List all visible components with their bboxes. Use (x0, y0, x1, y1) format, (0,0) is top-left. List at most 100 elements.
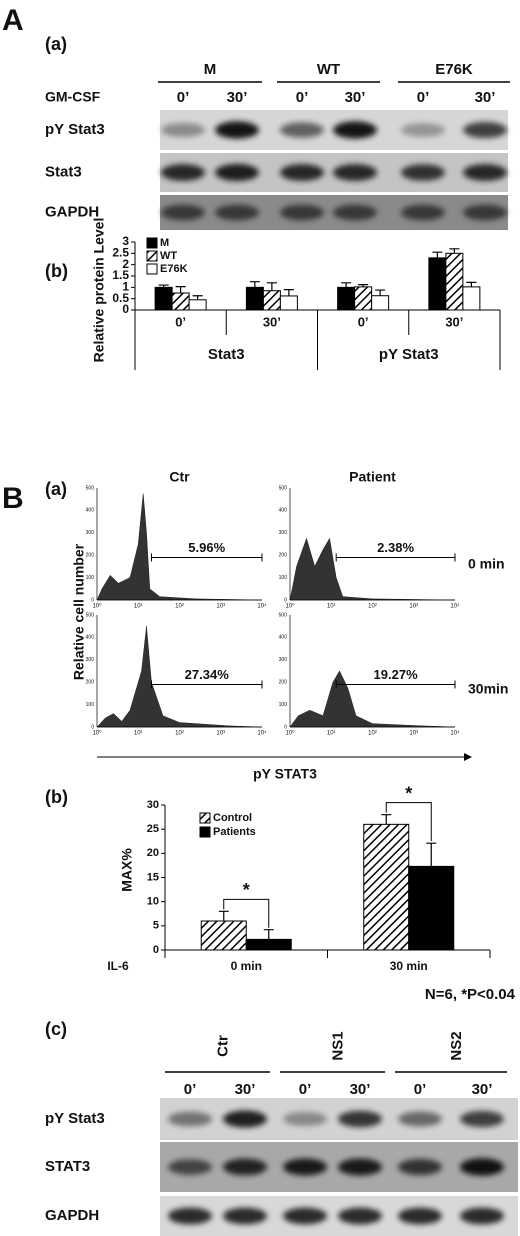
group-label: Stat3 (208, 346, 245, 363)
error-bar (432, 251, 443, 258)
bar (245, 938, 292, 951)
bar (408, 865, 455, 951)
column-title: Ctr (169, 469, 190, 485)
bar (279, 295, 298, 311)
error-bar (263, 929, 274, 940)
bar (245, 286, 264, 311)
blot-band (401, 164, 445, 181)
x-axis-label: pY STAT3 (253, 766, 317, 782)
lane-group: NS2 (448, 1031, 465, 1060)
time-label: 30’ (227, 89, 248, 106)
row-label: GAPDH (45, 203, 99, 220)
flow-y-tick: 400 (279, 635, 288, 641)
y-tick-label: 0.5 (112, 291, 129, 305)
blot-band (338, 1207, 382, 1225)
blot-band (223, 1110, 267, 1128)
group-label: pY Stat3 (379, 346, 439, 363)
panel-label: (b) (45, 261, 68, 281)
error-bar (158, 284, 169, 288)
y-tick-label: 15 (147, 871, 159, 883)
blot-band (161, 164, 205, 181)
y-tick-label: 2 (122, 257, 129, 271)
flow-y-tick: 100 (86, 702, 95, 708)
time-label: 30’ (472, 1081, 493, 1098)
bar (445, 252, 464, 311)
blot-band (283, 1207, 327, 1225)
legend-swatch (199, 812, 211, 824)
y-axis-label: Relative protein Level (91, 218, 107, 363)
row-title: 0 min (468, 556, 505, 572)
error-bar (218, 910, 229, 921)
gate-percent: 27.34% (185, 667, 230, 682)
error-bar (449, 248, 460, 254)
legend-swatch (146, 263, 158, 275)
flow-y-tick: 0 (284, 597, 287, 603)
histogram (96, 493, 263, 601)
time-label: 0’ (184, 1081, 197, 1098)
significance-bracket (385, 802, 432, 842)
y-tick-label: 1 (122, 280, 129, 294)
flow-x-tick: 10¹ (327, 604, 336, 610)
y-axis-label: Relative cell number (71, 543, 87, 680)
histogram (289, 537, 456, 601)
blot-band (161, 122, 205, 138)
time-label: 30’ (235, 1081, 256, 1098)
blot-band (398, 1207, 442, 1225)
legend-swatch (146, 237, 158, 249)
flow-y-tick: 500 (279, 485, 288, 491)
blot-band (168, 1159, 212, 1175)
significance-star: * (243, 880, 250, 900)
time-label: 30’ (350, 1081, 371, 1098)
bar (428, 257, 447, 311)
x-tick-label: 30’ (445, 314, 463, 329)
histogram (96, 626, 263, 728)
flow-x-tick: 10² (368, 604, 377, 610)
x-tick-label: 0’ (175, 314, 186, 329)
flow-x-tick: 10¹ (134, 731, 143, 737)
flow-x-tick: 10⁰ (285, 730, 295, 737)
treatment-label: GM-CSF (45, 89, 101, 105)
time-label: 0’ (417, 89, 430, 106)
flow-y-tick: 0 (91, 597, 94, 603)
bar (154, 286, 173, 311)
error-bar (426, 842, 437, 867)
note: N=6, *P<0.04 (425, 986, 516, 1003)
blot-band (215, 204, 259, 221)
flow-y-tick: 200 (86, 680, 95, 686)
blot-band (280, 122, 324, 138)
bar (200, 920, 247, 951)
blot-band (283, 1111, 327, 1127)
flow-y-tick: 200 (279, 680, 288, 686)
gate-percent: 5.96% (188, 540, 225, 555)
flow-y-tick: 300 (279, 657, 288, 663)
flow-y-tick: 400 (86, 508, 95, 514)
legend-label: E76K (160, 263, 188, 275)
gate-percent: 2.38% (377, 540, 414, 555)
row-label: GAPDH (45, 1207, 99, 1224)
blot-band (333, 121, 377, 139)
blot-band (463, 204, 507, 221)
flow-x-tick: 10⁰ (285, 603, 295, 610)
flow-y-tick: 0 (284, 724, 287, 730)
y-tick-label: 1.5 (112, 268, 129, 282)
blot-band (460, 1110, 504, 1128)
bar (462, 286, 481, 311)
blot-band (215, 121, 259, 139)
lane-group: M (204, 61, 217, 78)
blot-band (463, 121, 507, 139)
flow-y-tick: 300 (279, 530, 288, 536)
time-label: 30’ (345, 89, 366, 106)
flow-y-tick: 500 (279, 612, 288, 618)
bar (363, 823, 410, 951)
lane-group: E76K (435, 61, 473, 78)
column-title: Patient (349, 469, 396, 485)
blot-band (223, 1158, 267, 1176)
error-bar (358, 284, 369, 287)
legend-label: Control (213, 812, 252, 824)
blot-band (168, 1207, 212, 1225)
flow-x-tick: 10⁰ (92, 603, 102, 610)
blot-band (333, 164, 377, 181)
flow-x-tick: 10⁴ (450, 603, 460, 610)
flow-y-tick: 200 (86, 553, 95, 559)
legend-label: Patients (213, 826, 256, 838)
